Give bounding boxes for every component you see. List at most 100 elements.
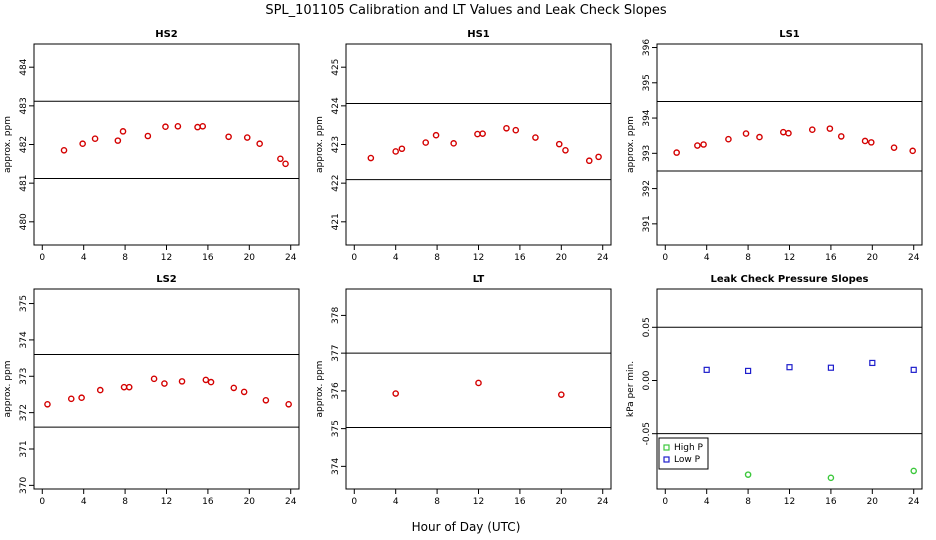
y-axis-label: approx. ppm bbox=[3, 116, 13, 173]
data-point bbox=[199, 123, 207, 130]
data-point bbox=[779, 128, 787, 136]
y-tick-label: 424 bbox=[331, 97, 341, 114]
x-tick-label: 0 bbox=[351, 497, 357, 507]
data-point bbox=[475, 379, 482, 387]
data-point bbox=[585, 157, 593, 165]
x-tick-label: 24 bbox=[908, 253, 920, 263]
y-tick-label: 482 bbox=[19, 136, 29, 153]
y-tick-label: 373 bbox=[19, 368, 29, 385]
x-tick-label: 4 bbox=[393, 253, 399, 263]
data-point bbox=[744, 471, 752, 478]
x-tick-label: 16 bbox=[825, 253, 837, 263]
panel-3: LS2 approx. ppm 0 4 8 12 16 20 24 370 371 372 373 374… bbox=[3, 274, 300, 507]
data-point bbox=[890, 144, 898, 151]
panel-0: HS2 approx. ppm 0 4 8 12 16 20 24 480 481 482 483 484 bbox=[3, 29, 300, 263]
legend-swatch bbox=[663, 456, 670, 463]
data-point bbox=[202, 376, 210, 384]
x-tick-label: 4 bbox=[704, 253, 710, 263]
y-tick-label: 480 bbox=[19, 213, 29, 230]
data-point bbox=[243, 134, 251, 141]
data-point bbox=[826, 125, 834, 132]
data-point bbox=[910, 467, 918, 475]
plot-frame bbox=[33, 288, 300, 490]
data-point bbox=[744, 367, 752, 375]
x-tick-label: 16 bbox=[202, 253, 214, 263]
legend-label: Low P bbox=[674, 455, 701, 465]
x-tick-label: 8 bbox=[434, 497, 440, 507]
x-tick-label: 20 bbox=[244, 497, 256, 507]
data-point bbox=[277, 155, 284, 163]
x-tick-label: 8 bbox=[745, 497, 751, 507]
legend-swatch bbox=[663, 444, 670, 451]
y-tick-label: 422 bbox=[331, 175, 341, 192]
data-point bbox=[562, 146, 569, 154]
panel-2: LS1 approx. ppm 0 4 8 12 16 20 24 391 392 393 394 395… bbox=[626, 29, 923, 263]
plot-frame bbox=[656, 43, 923, 246]
data-point bbox=[703, 366, 710, 373]
data-point bbox=[262, 396, 270, 404]
x-tick-label: 16 bbox=[514, 497, 526, 507]
y-axis-label: approx. ppm bbox=[3, 361, 13, 418]
y-tick-label: 377 bbox=[331, 345, 341, 362]
data-point bbox=[120, 383, 128, 391]
y-tick-label: 378 bbox=[331, 307, 341, 324]
y-tick-label: 425 bbox=[331, 59, 341, 76]
data-point bbox=[808, 126, 816, 133]
data-point bbox=[207, 378, 215, 386]
x-tick-label: 24 bbox=[908, 497, 920, 507]
panel-title: HS2 bbox=[155, 29, 178, 40]
data-point bbox=[114, 137, 122, 144]
data-point bbox=[474, 130, 481, 138]
data-point bbox=[79, 140, 86, 148]
panel-5: Leak Check Pressure Slopes kPa per min. 0 4… bbox=[626, 274, 923, 507]
x-tick-label: 24 bbox=[597, 253, 609, 263]
y-tick-label: 392 bbox=[642, 180, 652, 197]
x-tick-label: 0 bbox=[662, 497, 668, 507]
data-point bbox=[479, 130, 486, 137]
data-point bbox=[910, 366, 917, 373]
y-tick-label: 483 bbox=[19, 97, 29, 114]
panel-title: LS2 bbox=[156, 274, 177, 285]
x-tick-label: 0 bbox=[39, 497, 45, 507]
x-tick-label: 0 bbox=[351, 253, 357, 263]
x-tick-label: 20 bbox=[556, 253, 568, 263]
data-point bbox=[392, 390, 399, 397]
data-point bbox=[422, 139, 430, 146]
legend-box bbox=[658, 437, 709, 470]
data-point bbox=[595, 153, 602, 161]
x-tick-label: 8 bbox=[122, 497, 128, 507]
x-tick-label: 20 bbox=[867, 497, 879, 507]
data-point bbox=[503, 124, 510, 132]
data-point bbox=[725, 135, 732, 143]
plot-frame bbox=[33, 43, 300, 246]
y-tick-label: 423 bbox=[331, 136, 341, 153]
data-point bbox=[867, 139, 875, 146]
panels: HS2 approx. ppm 0 4 8 12 16 20 24 480 481 482 483 4 8 4… bbox=[3, 29, 923, 507]
panel-title: HS1 bbox=[467, 29, 490, 40]
x-tick-label: 8 bbox=[434, 253, 440, 263]
y-tick-label: 370 bbox=[19, 477, 29, 494]
x-tick-label: 12 bbox=[161, 253, 172, 263]
data-point bbox=[174, 123, 182, 130]
data-point bbox=[44, 400, 51, 408]
x-tick-label: 24 bbox=[285, 253, 297, 263]
data-point bbox=[827, 364, 835, 371]
y-tick-label: 371 bbox=[19, 440, 29, 457]
data-point bbox=[125, 383, 133, 391]
y-tick-label: 394 bbox=[642, 109, 652, 126]
legend: High P Low P bbox=[658, 437, 709, 470]
data-point bbox=[694, 142, 701, 149]
data-point bbox=[700, 141, 707, 148]
data-point bbox=[398, 145, 406, 153]
data-point bbox=[532, 134, 539, 141]
data-point bbox=[162, 123, 169, 131]
y-tick-label: 481 bbox=[19, 175, 29, 192]
x-tick-label: 8 bbox=[122, 253, 128, 263]
x-tick-label: 20 bbox=[867, 253, 879, 263]
data-point bbox=[194, 123, 201, 131]
x-tick-label: 24 bbox=[597, 497, 609, 507]
data-point bbox=[144, 132, 152, 140]
data-point bbox=[230, 384, 238, 392]
data-point bbox=[827, 474, 835, 482]
x-tick-label: 24 bbox=[285, 497, 297, 507]
